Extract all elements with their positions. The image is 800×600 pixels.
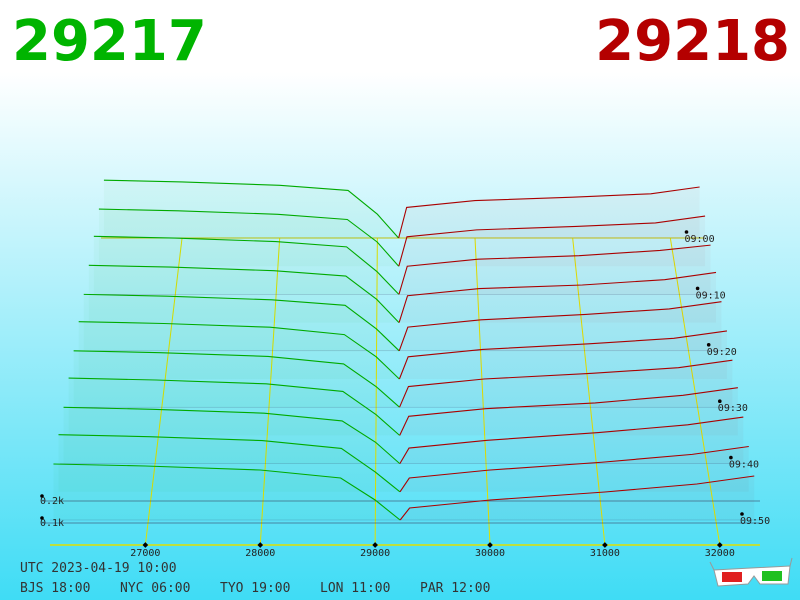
asks-depth-line <box>399 416 744 464</box>
x-tick-label: 30000 <box>475 548 505 559</box>
grid-line <box>144 237 183 546</box>
plot: 27000 28000 29000 30000 31000 32000 0.1k 0.2k 09… <box>40 179 770 559</box>
ask-price: 29218 <box>595 9 790 74</box>
depth-tick <box>40 516 44 520</box>
time-tick <box>684 230 689 234</box>
x-tick <box>257 542 264 548</box>
3d-glasses-icon <box>709 557 793 587</box>
x-tick-label: 31000 <box>590 548 620 559</box>
asks-depth-line <box>398 244 711 295</box>
time-tick <box>706 343 711 347</box>
zone-time: LON 11:00 <box>320 581 390 596</box>
bids-depth-line <box>83 293 400 352</box>
bids-depth-line <box>53 463 401 521</box>
asks-depth-line <box>399 475 755 521</box>
x-tick <box>602 542 608 548</box>
x-tick-label: 29000 <box>360 548 390 559</box>
asks-depth-line <box>399 387 738 436</box>
grid-line <box>669 237 721 546</box>
bids-depth-line <box>103 179 399 239</box>
time-tick <box>718 399 722 404</box>
bids-depth-line <box>58 434 401 493</box>
bids-depth-line <box>93 235 400 295</box>
depth-tick-label: 0.1k <box>40 518 64 529</box>
asks-depth-line <box>398 186 700 239</box>
asks-depth-line <box>398 330 728 380</box>
time-tick <box>740 512 744 516</box>
bids-depth-line <box>98 208 400 267</box>
zone-time: BJS 18:00 <box>20 581 90 596</box>
x-tick-label: 27000 <box>130 548 160 559</box>
depth-tick <box>40 494 44 498</box>
x-tick <box>487 542 493 548</box>
depth-tick-label: 0.2k <box>40 496 64 507</box>
asks-depth-line <box>399 359 733 408</box>
time-tick-label: 09:00 <box>685 234 715 245</box>
x-tick <box>716 542 723 548</box>
x-tick-label: 32000 <box>705 548 735 559</box>
time-tick-label: 09:10 <box>696 290 726 301</box>
zone-time: TYO 19:00 <box>220 581 290 596</box>
bids-depth-line <box>63 406 401 465</box>
asks-depth-line <box>399 445 749 493</box>
utc-time: UTC 2023-04-19 10:00 <box>20 561 177 576</box>
x-tick <box>372 542 378 548</box>
bids-depth-line <box>73 350 400 408</box>
grid-line <box>572 237 606 546</box>
bids-depth-line <box>78 321 400 380</box>
zone-time: PAR 12:00 <box>420 581 490 596</box>
asks-depth-line <box>398 215 706 267</box>
asks-depth-line <box>398 301 722 351</box>
time-tick <box>729 455 733 460</box>
zone-time: NYC 06:00 <box>120 581 190 596</box>
grid-line <box>259 237 281 546</box>
time-tick-label: 09:50 <box>740 516 770 527</box>
bids-depth-line <box>68 377 400 436</box>
x-tick-label: 28000 <box>245 548 275 559</box>
time-tick-label: 09:30 <box>718 403 748 414</box>
bid-price: 29217 <box>12 9 207 74</box>
grid-line <box>374 237 378 546</box>
x-tick <box>142 542 149 548</box>
bids-depth-line <box>88 264 400 323</box>
time-tick-label: 09:40 <box>729 460 759 471</box>
asks-depth-line <box>398 271 717 323</box>
time-tick-label: 09:20 <box>707 347 737 358</box>
time-tick <box>695 286 700 291</box>
